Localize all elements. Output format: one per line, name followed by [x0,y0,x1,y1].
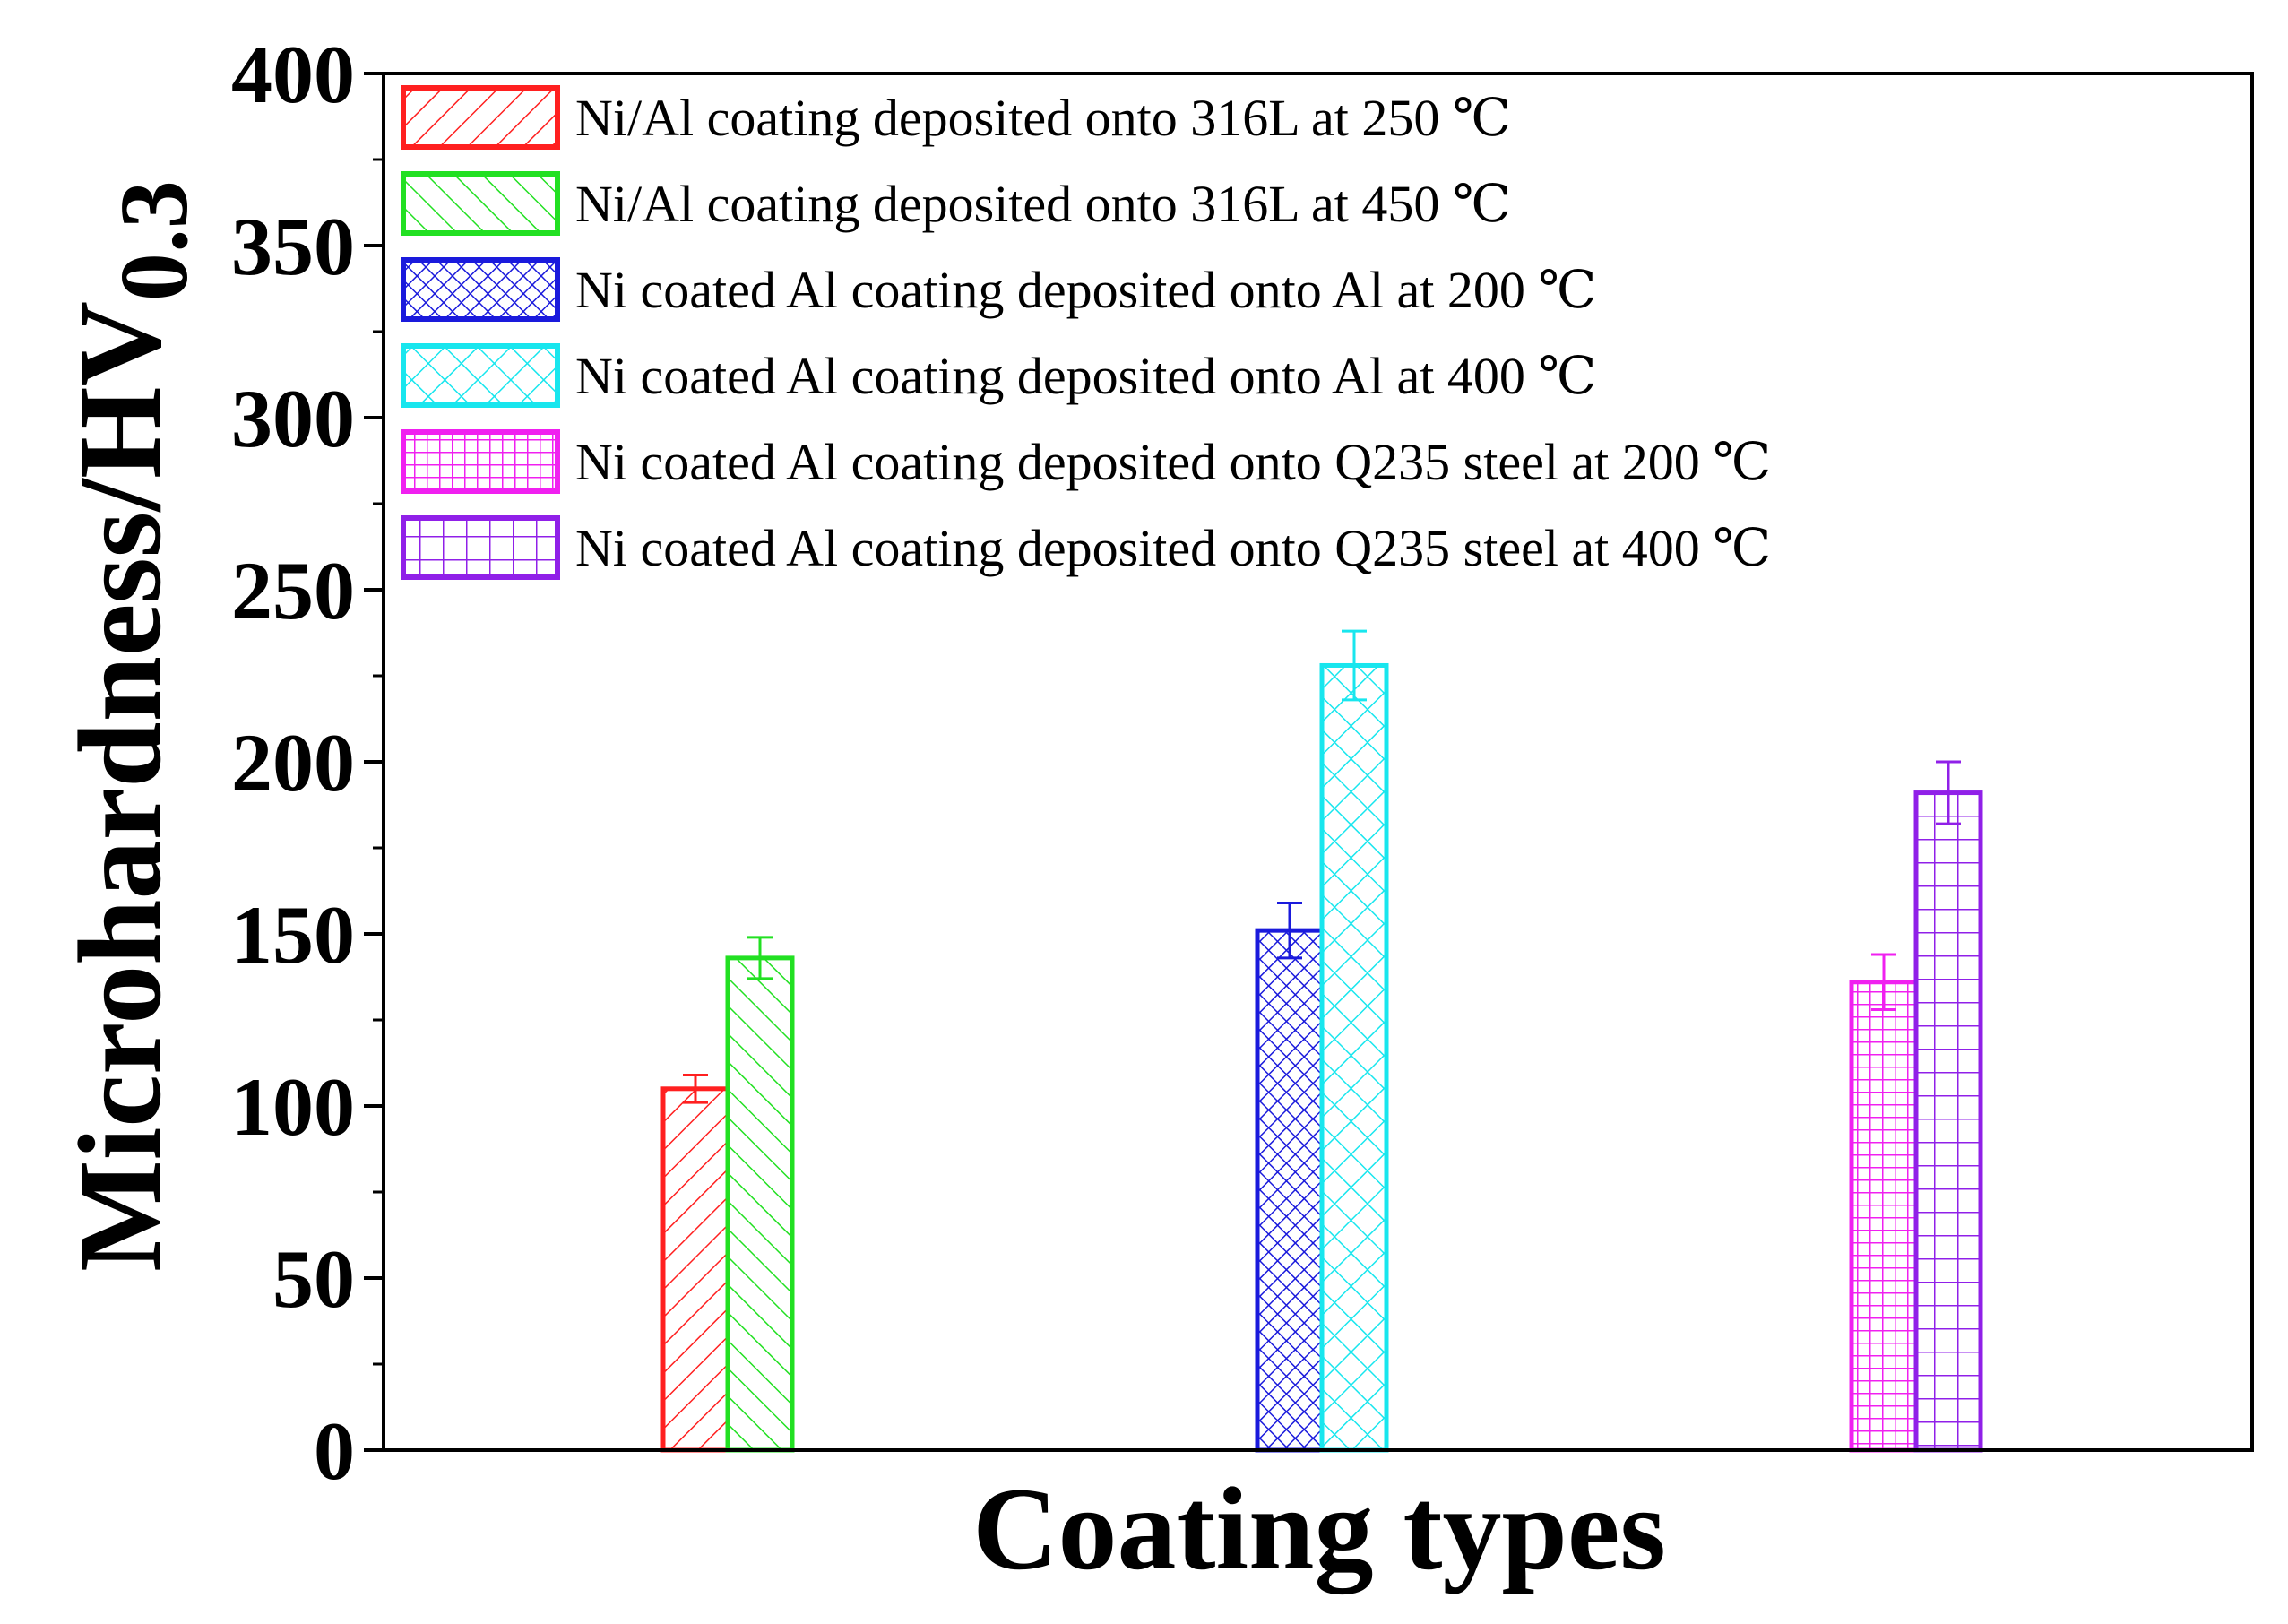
bar-1 [660,1086,730,1453]
x-axis-title: Coating types [972,1463,1666,1594]
legend-label-2: Ni/Al coating deposited onto 316L at 450… [575,175,1511,233]
legend-swatch-4 [401,343,560,408]
legend-label-5: Ni coated Al coating deposited onto Q235… [575,433,1771,491]
legend-label-1: Ni/Al coating deposited onto 316L at 250… [575,89,1511,147]
y-axis-title-subscript: 0.3 [101,180,208,301]
bar-4 [1319,662,1389,1453]
bar-3 [1255,928,1325,1453]
legend-swatch-5 [401,429,560,494]
bar-6 [1913,790,1983,1453]
legend-swatch-6 [401,515,560,580]
y-tick-label-350: 350 [231,201,355,292]
legend-label-6: Ni coated Al coating deposited onto Q235… [575,519,1771,577]
y-tick-label-50: 50 [272,1233,355,1325]
legend-swatch-3 [401,257,560,322]
legend-label-3: Ni coated Al coating deposited onto Al a… [575,261,1596,319]
y-axis-title: Microhardness/HV0.3 [54,180,208,1272]
y-tick-label-400: 400 [231,29,355,120]
y-tick-label-300: 300 [231,373,355,464]
y-axis-title-main: Microhardness/HV [54,301,186,1272]
legend-swatch-1 [401,85,560,150]
y-tick-label-250: 250 [231,545,355,636]
y-tick-label-150: 150 [231,889,355,980]
legend-label-4: Ni coated Al coating deposited onto Al a… [575,347,1596,405]
bar-2 [725,955,795,1453]
bar-5 [1849,980,1919,1453]
y-tick-label-0: 0 [314,1405,355,1497]
y-tick-label-100: 100 [231,1061,355,1153]
y-tick-label-200: 200 [231,717,355,808]
legend-swatch-2 [401,171,560,236]
